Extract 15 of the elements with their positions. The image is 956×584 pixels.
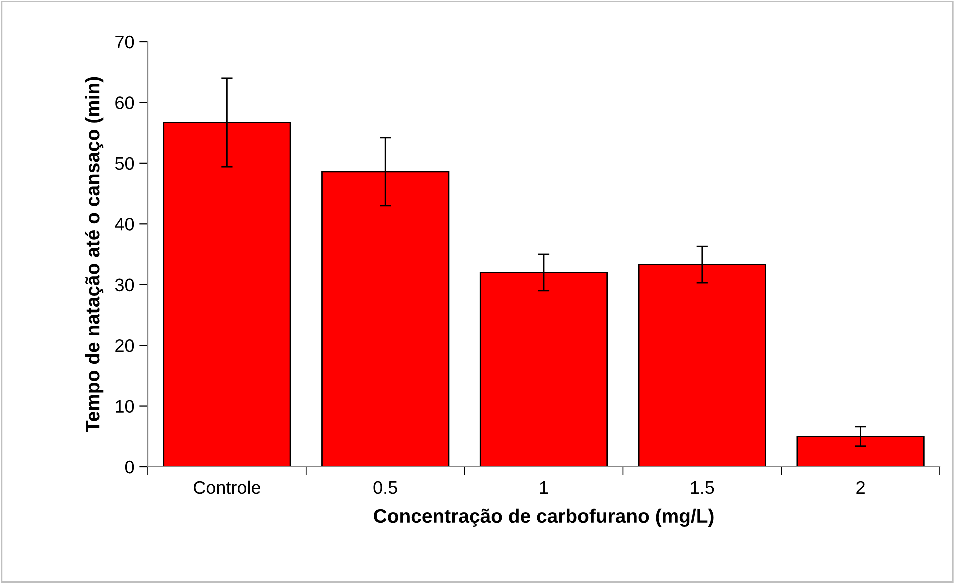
y-tick-label: 0	[125, 460, 134, 474]
y-tick-label: 20	[116, 340, 134, 352]
x-tick-label: 1	[540, 482, 548, 494]
y-tick-label: 70	[116, 36, 134, 49]
y-tick-label: 50	[115, 157, 134, 170]
y-tick-label: 60	[116, 96, 134, 110]
y-tick-label: 40	[115, 218, 134, 231]
x-tick-label: 0.5	[374, 481, 398, 494]
y-tick-label: 30	[115, 278, 134, 292]
x-tick-label: 1.5	[691, 482, 714, 494]
x-tick-label: 2	[856, 481, 865, 494]
y-axis-title: Tempo de natação até o cansaço (min)	[85, 77, 104, 432]
x-axis-title: Concentração de carbofurano (mg/L)	[374, 508, 714, 528]
y-tick-label: 10	[116, 400, 134, 414]
x-tick-label: Controle	[194, 480, 261, 494]
